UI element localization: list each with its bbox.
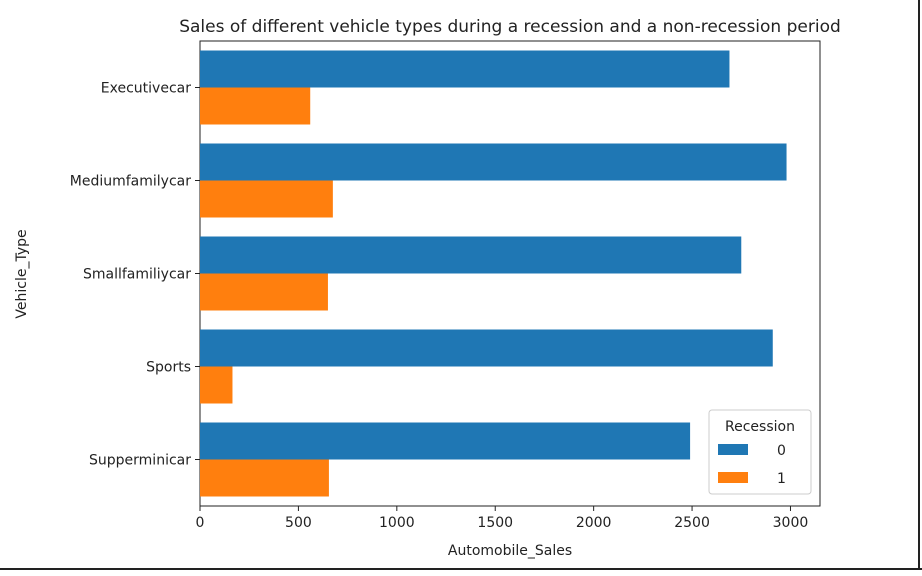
- bar-smallfamiliycar-series-0: [200, 236, 742, 274]
- y-axis-ticks: Executivecar Mediumfamilycar Smallfamiliyc…: [70, 81, 200, 469]
- legend-title: Recession: [725, 419, 795, 435]
- legend-swatch-0: [718, 444, 748, 455]
- legend-label-1: 1: [777, 471, 786, 487]
- bar-executivecar-series-1: [200, 87, 311, 125]
- bars-group: [200, 50, 787, 497]
- bar-supperminicar-series-0: [200, 422, 691, 460]
- legend-label-0: 0: [777, 443, 786, 459]
- frame-border-right: [918, 0, 920, 570]
- y-tick-label: Mediumfamilycar: [70, 174, 191, 190]
- x-axis-label: Automobile_Sales: [448, 543, 572, 559]
- x-tick-label: 2000: [576, 515, 612, 531]
- y-axis-label: Vehicle_Type: [14, 229, 30, 318]
- bar-executivecar-series-0: [200, 50, 730, 88]
- chart-title: Sales of different vehicle types during …: [179, 17, 841, 37]
- y-tick-label: Executivecar: [101, 81, 191, 97]
- bar-mediumfamilycar-series-1: [200, 180, 333, 218]
- legend-swatch-1: [718, 472, 748, 483]
- x-tick-label: 500: [285, 515, 312, 531]
- y-tick-label: Smallfamiliycar: [83, 267, 191, 283]
- x-axis-ticks: 0 500 1000 1500 2000 2500 3000: [196, 506, 809, 531]
- x-tick-label: 1500: [477, 515, 513, 531]
- x-tick-label: 1000: [379, 515, 415, 531]
- bar-mediumfamilycar-series-0: [200, 143, 787, 181]
- bar-sports-series-0: [200, 329, 773, 367]
- bar-sports-series-1: [200, 366, 233, 404]
- x-tick-label: 3000: [773, 515, 809, 531]
- y-tick-label: Sports: [146, 360, 191, 376]
- y-tick-label: Supperminicar: [89, 453, 191, 469]
- legend: Recession 0 1: [708, 409, 812, 495]
- x-tick-label: 0: [196, 515, 205, 531]
- bar-smallfamiliycar-series-1: [200, 273, 328, 311]
- x-tick-label: 2500: [674, 515, 710, 531]
- bar-supperminicar-series-1: [200, 459, 329, 497]
- frame-border-bottom: [0, 568, 922, 570]
